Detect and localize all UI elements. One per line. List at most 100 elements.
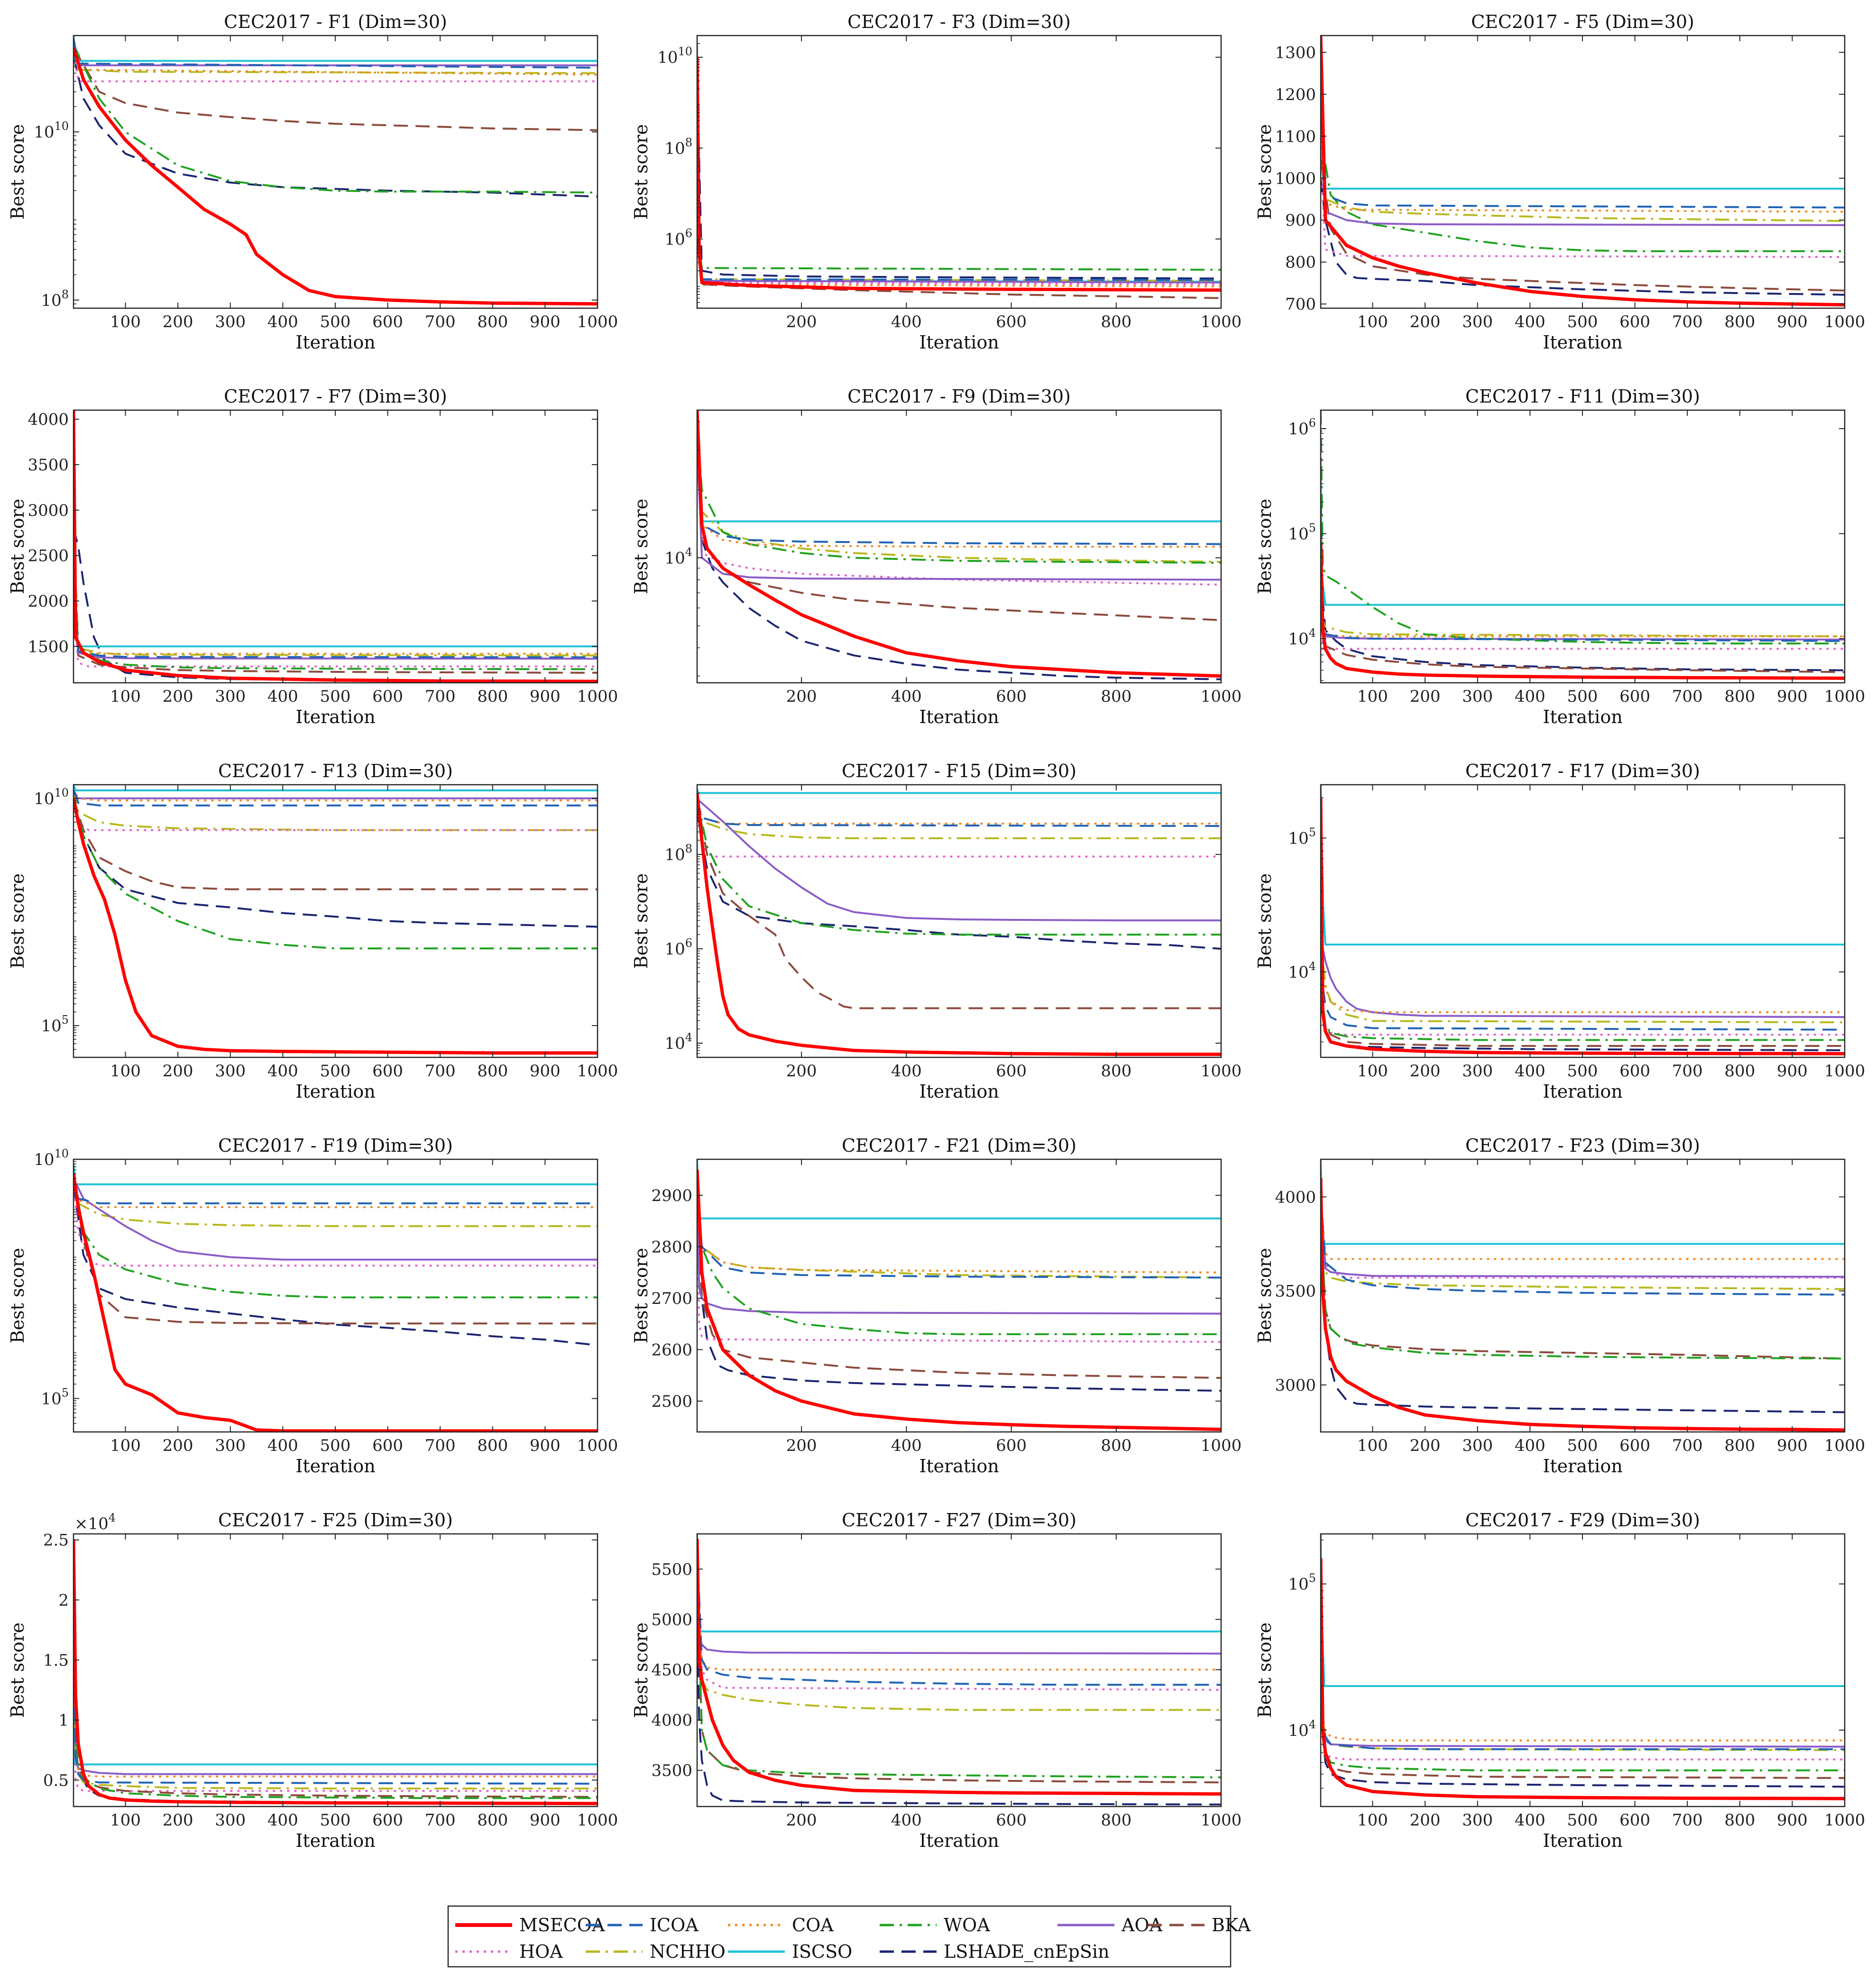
y-tick-label: 1010 [34,119,69,142]
x-tick-label: 1000 [1201,1062,1242,1081]
series-group [697,410,1221,680]
y-tick-label: 1010 [657,45,692,67]
legend-item-iscso: ISCSO [728,1941,852,1962]
chart-title: CEC2017 - F29 (Dim=30) [1465,1510,1700,1531]
series-line-msecoa [1321,798,1845,1055]
tick-exponent: 5 [1309,825,1316,839]
plot-area [74,785,598,1057]
y-axis-label: Best score [7,1623,28,1718]
series-line-nchho [74,1576,598,1789]
x-tick-label: 600 [372,312,403,331]
series-group [1321,410,1845,680]
series-line-woa [74,798,598,950]
legend-item-nchho: NCHHO [586,1941,726,1962]
series-group [74,36,598,306]
series-line-msecoa [697,793,1221,1056]
chart-title: CEC2017 - F11 (Dim=30) [1465,386,1700,407]
tick-base: 10 [657,48,678,67]
y-tick-label: 105 [1288,825,1316,848]
x-tick-label: 600 [996,1062,1027,1081]
series-line-coa [74,38,598,76]
x-tick-label: 1000 [1824,687,1866,706]
x-axis-label: Iteration [295,1830,375,1851]
y-tick-label: 104 [1288,1718,1316,1740]
series-line-coa [74,789,598,802]
series-line-bka [1321,157,1845,292]
x-tick-label: 100 [110,1062,141,1081]
y-axis-label: Best score [631,873,652,969]
x-tick-label: 700 [1672,312,1703,331]
legend-label: HOA [519,1941,563,1962]
chart-cec2017-f23-dim-30: 100 200 300 400 500 600 700 800 900 1000 3000 3500 4… [1254,1135,1865,1477]
legend-label: BKA [1212,1915,1251,1935]
x-axis-label: Iteration [1543,1081,1622,1102]
tick-exponent: 4 [685,545,692,559]
x-axis-label: Iteration [919,1081,999,1102]
x-tick-label: 600 [996,687,1027,706]
x-tick-label: 100 [110,1436,141,1455]
series-line-nchho [74,790,598,831]
chart-cec2017-f25-dim-30: 100 200 300 400 500 600 700 800 900 1000 0.5 1 1.5 2 2… [7,1510,618,1851]
series-line-hoa [1321,157,1845,258]
x-axis-label: Iteration [919,1830,999,1851]
series-line-nchho [1321,798,1845,1024]
tick-base: 10 [1288,630,1308,649]
x-tick-label: 700 [425,1062,456,1081]
x-tick-label: 1000 [577,1062,618,1081]
x-tick-label: 200 [1410,1811,1441,1830]
chart-title: CEC2017 - F15 (Dim=30) [842,761,1076,781]
series-group [1321,1159,1845,1432]
x-tick-label: 800 [1724,687,1755,706]
x-tick-label: 500 [1567,1811,1598,1830]
series-line-nchho [697,422,1221,563]
x-tick-label: 200 [163,1062,193,1081]
x-tick-label: 200 [163,1436,193,1455]
series-group [697,788,1221,1056]
series-line-woa [1321,814,1845,1041]
chart-title: CEC2017 - F9 (Dim=30) [847,386,1071,407]
plot-area [74,1534,598,1807]
x-tick-label: 200 [163,1811,193,1830]
x-tick-label: 700 [425,1811,456,1830]
series-line-msecoa [74,1540,598,1806]
tick-exponent: 8 [62,288,69,301]
tick-exponent: 5 [1309,521,1316,534]
x-tick-label: 800 [1101,1062,1131,1081]
y-tick-label: 2500 [28,547,69,566]
series-line-aoa [697,1195,1221,1315]
x-tick-label: 400 [1515,1062,1545,1081]
x-tick-label: 500 [1567,687,1598,706]
y-tick-label: 105 [1288,521,1316,543]
plot-area [697,1534,1221,1807]
y-axis-label: Best score [7,873,28,969]
x-tick-label: 900 [1777,1436,1808,1455]
series-group [1321,36,1845,307]
x-tick-label: 800 [477,1436,508,1455]
series-line-iscso [74,785,598,791]
plot-area [697,410,1221,683]
x-tick-label: 800 [477,1811,508,1830]
y-tick-label: 1010 [34,786,69,808]
x-tick-label: 500 [320,1811,350,1830]
x-tick-label: 700 [1672,1436,1703,1455]
y-tick-label: 2700 [651,1289,692,1308]
x-tick-label: 300 [1462,312,1493,331]
series-line-bka [697,1195,1221,1379]
x-tick-label: 400 [1515,687,1545,706]
x-tick-label: 800 [477,687,508,706]
series-group [74,410,598,683]
series-line-nchho [74,537,598,657]
tick-base: 10 [664,549,685,568]
tick-exponent: 8 [685,842,692,855]
x-axis-label: Iteration [295,332,375,353]
series-group [74,1540,598,1806]
y-axis-label: Best score [631,124,652,220]
tick-base: 10 [41,1017,61,1036]
x-tick-label: 500 [320,1436,350,1455]
y-tick-label: 108 [41,288,69,310]
tick-base: 10 [664,940,685,959]
